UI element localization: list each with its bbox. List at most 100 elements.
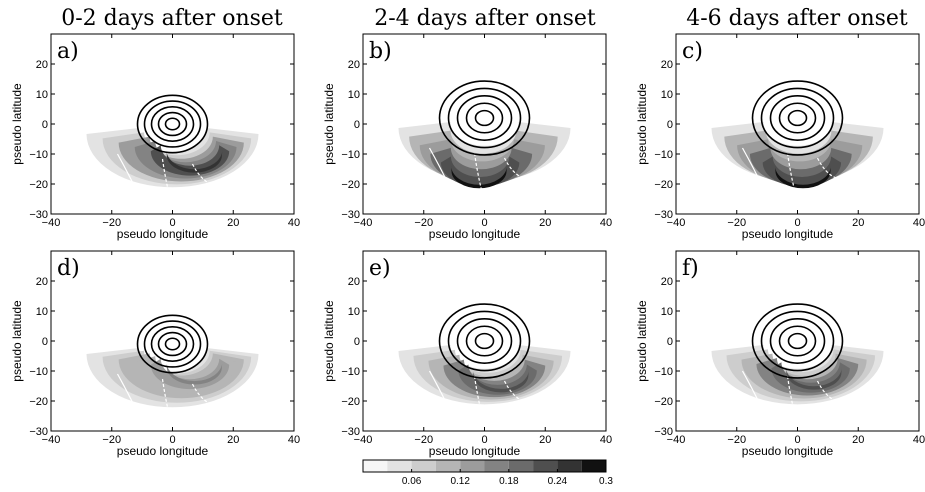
y-axis-label: pseudo latitude — [322, 83, 336, 165]
x-tick-label: 20 — [539, 434, 551, 446]
colorbar-tick-label: 0.18 — [499, 476, 519, 487]
white-contour-dashed — [191, 383, 233, 406]
white-contours — [428, 147, 545, 214]
black-contours — [751, 80, 844, 156]
x-tick-label: −20 — [102, 434, 121, 446]
colorbar-tick-label: 0.12 — [450, 476, 470, 487]
contour-ring — [150, 105, 195, 143]
contour-ring — [751, 80, 844, 156]
y-axis-label: pseudo latitude — [635, 83, 649, 165]
y-tick-label: −20 — [341, 396, 360, 408]
contour-ring — [438, 80, 531, 156]
y-tick-label: 0 — [667, 119, 673, 131]
contour-ring — [164, 117, 181, 131]
colorbar-bin — [363, 460, 388, 472]
contour-ring — [447, 310, 522, 372]
white-contours — [116, 153, 233, 214]
shaded-field — [86, 128, 259, 188]
contour-ring — [778, 325, 817, 357]
x-tick-label: 40 — [288, 434, 300, 446]
x-tick-label: 20 — [227, 434, 239, 446]
white-contour-dashed — [786, 375, 800, 431]
y-tick-label: 20 — [348, 59, 360, 71]
colorbar-bin — [411, 460, 436, 472]
shade-layer — [774, 165, 831, 189]
panel-letter: f) — [682, 256, 699, 281]
x-tick-label: −20 — [414, 217, 433, 229]
white-contour-dashed — [191, 163, 233, 186]
panel-letter: c) — [682, 39, 703, 64]
y-tick-label: −30 — [654, 426, 673, 438]
panels-group: −40 −20 0 20 40 −30 −20 −10 0 10 20 pseudo longitud… — [10, 33, 925, 458]
contour-ring — [760, 310, 835, 372]
colorbar-bin — [387, 460, 412, 472]
contour-ring — [157, 111, 188, 137]
contour-ring — [474, 109, 495, 127]
white-contour-dashed — [161, 158, 175, 214]
contour-ring — [465, 325, 504, 357]
panel-letter: b) — [369, 39, 392, 64]
y-tick-label: 10 — [348, 306, 360, 318]
colorbar: 0.06 0.12 0.18 0.24 0.3 — [362, 459, 613, 487]
contour-ring — [456, 95, 513, 141]
x-tick-label: 0 — [169, 217, 175, 229]
column-title-1: 0-2 days after onset — [61, 6, 283, 31]
x-axis-label: pseudo longitude — [429, 444, 521, 458]
colorbar-bin — [484, 460, 509, 472]
x-tick-label: −40 — [42, 434, 61, 446]
x-tick-label: 20 — [852, 217, 864, 229]
black-contours — [438, 303, 531, 379]
contour-ring — [465, 102, 504, 134]
white-contours — [741, 370, 858, 431]
y-tick-label: 20 — [36, 276, 48, 288]
contour-ring — [787, 109, 808, 127]
white-contour-dashed — [816, 380, 858, 403]
colorbar-tick-label: 0.3 — [599, 476, 613, 487]
x-tick-label: 20 — [539, 217, 551, 229]
white-contour-dashed — [816, 157, 858, 180]
y-tick-label: −30 — [341, 426, 360, 438]
colorbar-bin — [557, 460, 582, 472]
contour-ring — [438, 303, 531, 379]
x-tick-label: 20 — [227, 217, 239, 229]
shaded-field — [711, 345, 884, 405]
x-tick-label: 0 — [481, 434, 487, 446]
y-axis-label: pseudo latitude — [10, 300, 24, 382]
shade-layer — [472, 369, 529, 393]
column-title-2: 2-4 days after onset — [374, 6, 596, 31]
y-axis-label: pseudo latitude — [635, 300, 649, 382]
colorbar-bin — [460, 460, 485, 472]
x-tick-label: 0 — [481, 217, 487, 229]
y-tick-label: 10 — [36, 89, 48, 101]
white-contour-dashed — [161, 378, 175, 431]
x-tick-label: 0 — [794, 217, 800, 229]
x-tick-label: 40 — [600, 434, 612, 446]
contour-ring — [157, 331, 188, 357]
x-tick-label: −20 — [727, 217, 746, 229]
y-tick-label: −10 — [341, 366, 360, 378]
contour-ring — [136, 314, 209, 374]
contour-ring — [760, 87, 835, 149]
contour-ring — [474, 332, 495, 350]
y-tick-label: −20 — [654, 179, 673, 191]
contour-ring — [456, 318, 513, 364]
y-tick-label: −10 — [341, 149, 360, 161]
y-tick-label: 10 — [36, 306, 48, 318]
contour-ring — [143, 320, 202, 368]
panel-a: −40 −20 0 20 40 −30 −20 −10 0 10 20 pseudo longitud… — [10, 33, 300, 241]
colorbar-tick-label: 0.06 — [402, 476, 422, 487]
black-contours — [136, 94, 209, 154]
contour-ring — [769, 318, 826, 364]
y-tick-label: 20 — [36, 59, 48, 71]
y-tick-label: 20 — [661, 59, 673, 71]
x-tick-label: −40 — [354, 217, 373, 229]
panel-letter: e) — [369, 256, 391, 281]
black-contours — [438, 80, 531, 156]
y-tick-label: 0 — [354, 119, 360, 131]
y-tick-label: −20 — [341, 179, 360, 191]
colorbar-bin — [533, 460, 558, 472]
x-tick-label: −40 — [42, 217, 61, 229]
panel-f: −40 −20 0 20 40 −30 −20 −10 0 10 20 pseudo longitud… — [635, 250, 925, 458]
plot-content — [711, 303, 884, 431]
